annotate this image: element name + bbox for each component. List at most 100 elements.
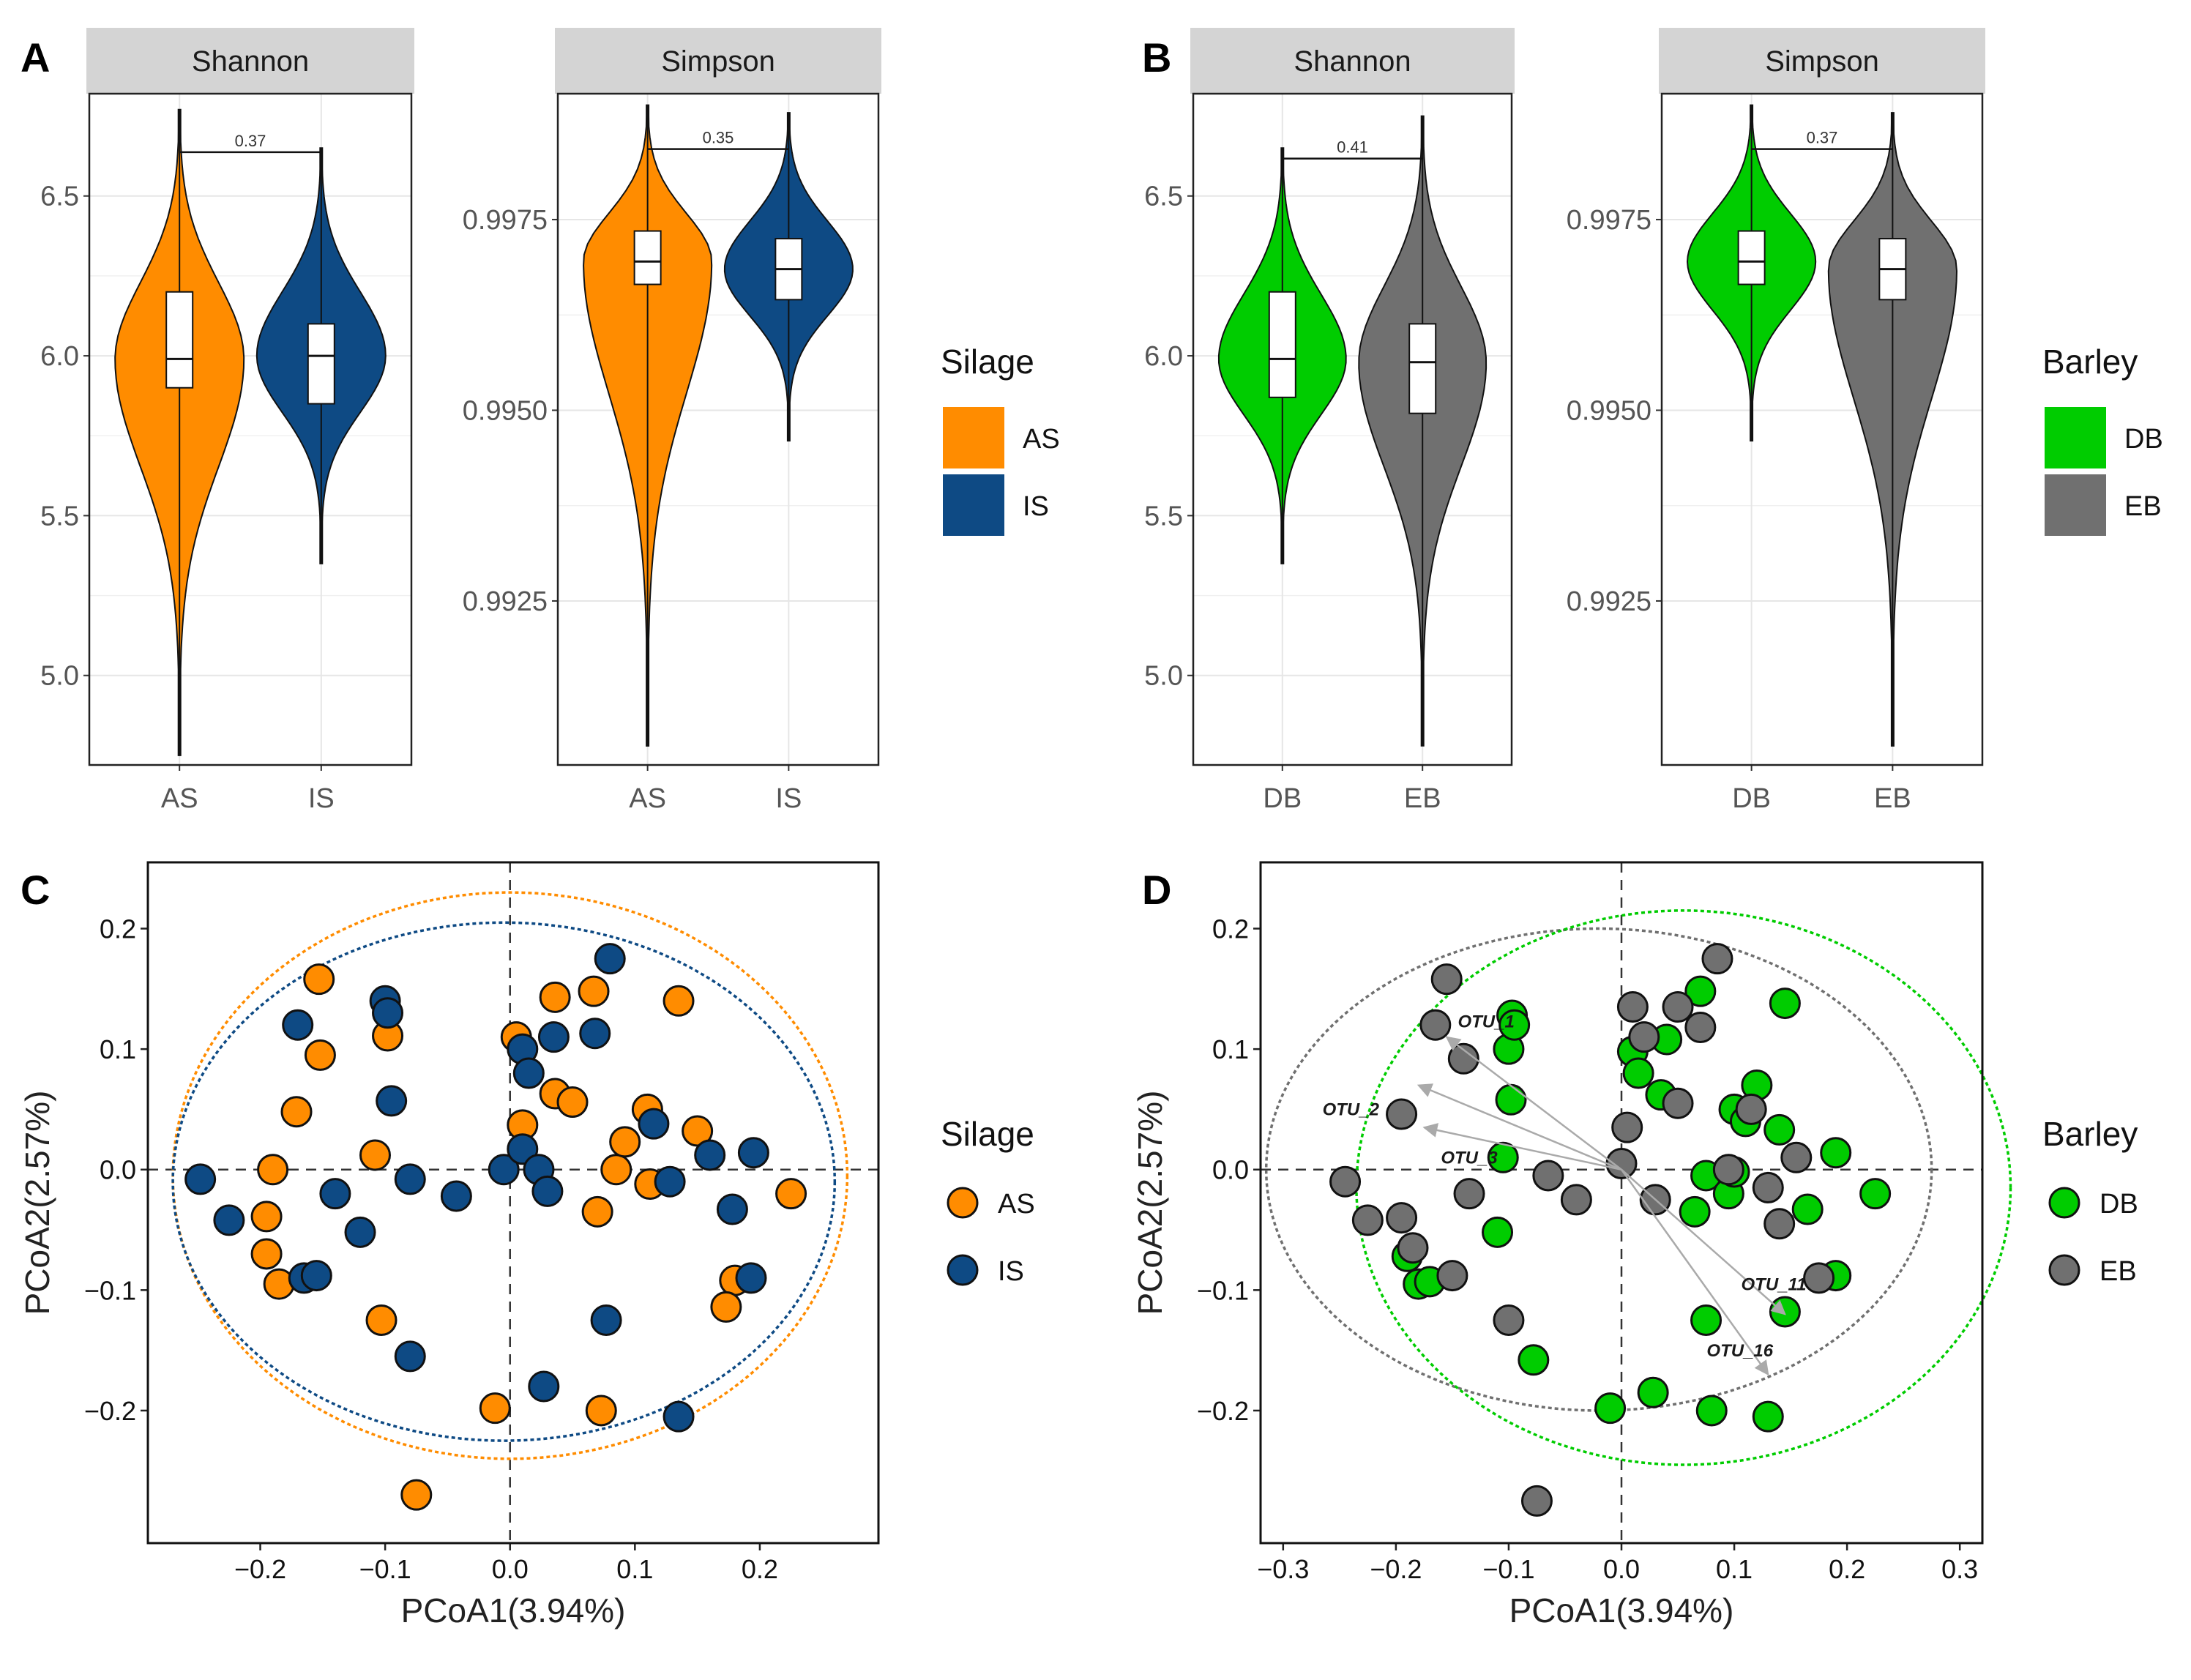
x-tick-label: 0.1: [616, 1554, 653, 1584]
point-IS: [594, 943, 626, 975]
point-EB: [1447, 1042, 1479, 1075]
y-tick-label: 6.0: [1144, 341, 1183, 372]
x-tick-label: −0.1: [359, 1554, 411, 1584]
legend-title: Barley: [2042, 343, 2138, 381]
y-tick-label: 5.0: [40, 661, 79, 692]
x-tick-label: −0.3: [1257, 1554, 1309, 1584]
facet-strip: [86, 28, 414, 94]
point-EB: [1752, 1171, 1784, 1203]
y-tick-label: 0.0: [1212, 1155, 1249, 1185]
point-IS: [512, 1057, 545, 1089]
point-DB: [1820, 1137, 1852, 1169]
point-EB: [1560, 1184, 1592, 1216]
y-tick-label: 5.5: [1144, 501, 1183, 531]
point-AS: [400, 1479, 433, 1511]
point-AS: [479, 1392, 511, 1425]
legend-label: IS: [998, 1256, 1024, 1287]
point-DB: [1495, 1083, 1527, 1116]
x-tick-label: DB: [1732, 783, 1771, 814]
point-AS: [578, 975, 610, 1007]
point-EB: [1763, 1208, 1796, 1240]
point-EB: [1803, 1262, 1835, 1294]
x-tick-label: DB: [1263, 783, 1302, 814]
y-tick-label: 5.5: [40, 501, 79, 531]
point-DB: [1690, 1304, 1722, 1336]
panel-border: [1192, 92, 1513, 766]
facet-label: Simpson: [661, 45, 775, 78]
facet-label: Shannon: [1294, 45, 1411, 78]
y-tick-label: 0.0: [100, 1155, 136, 1185]
y-tick-label: 0.1: [1212, 1034, 1249, 1064]
x-tick-label: EB: [1404, 783, 1441, 814]
legend-key-EB: [2043, 473, 2108, 537]
legend-label: DB: [2124, 424, 2163, 455]
point-AS: [365, 1304, 397, 1336]
point-EB: [1520, 1485, 1553, 1517]
legend-label: IS: [1023, 491, 1049, 522]
panel-label: D: [1142, 867, 1171, 913]
point-EB: [1662, 991, 1694, 1023]
point-EB: [1611, 1111, 1643, 1143]
x-axis-title: PCoA1(3.94%): [401, 1591, 626, 1629]
point-EB: [1386, 1098, 1418, 1130]
point-EB: [1493, 1304, 1525, 1336]
x-axis-title: PCoA1(3.94%): [1509, 1591, 1734, 1629]
x-tick-label: 0.1: [1716, 1554, 1753, 1584]
panel-border: [556, 92, 880, 766]
otu-label: OTU_3: [1441, 1149, 1498, 1168]
facet-label: Shannon: [192, 45, 309, 78]
point-IS: [716, 1193, 748, 1225]
panel-border: [1660, 92, 1984, 766]
y-tick-label: −0.2: [1197, 1396, 1249, 1426]
legend-title: Silage: [941, 343, 1034, 381]
legend-label: AS: [1023, 424, 1060, 455]
point-EB: [1419, 1009, 1452, 1041]
point-EB: [1735, 1093, 1767, 1125]
point-IS: [654, 1165, 686, 1198]
y-tick-label: −0.2: [84, 1396, 136, 1426]
point-IS: [638, 1108, 670, 1140]
legend-key-EB: [2048, 1254, 2080, 1286]
y-tick-label: 0.9950: [463, 395, 548, 426]
legend-key-DB: [2043, 406, 2108, 470]
point-IS: [694, 1139, 726, 1171]
point-IS: [372, 997, 404, 1029]
y-axis-title: PCoA2(2.57%): [1131, 1091, 1169, 1315]
panel-label: C: [20, 867, 50, 913]
x-tick-label: IS: [308, 783, 335, 814]
y-tick-label: 0.2: [1212, 914, 1249, 944]
facet-strip: [1659, 28, 1985, 94]
point-EB: [1662, 1087, 1694, 1119]
legend-label: AS: [998, 1189, 1035, 1220]
point-DB: [1498, 1009, 1531, 1041]
point-IS: [531, 1175, 564, 1207]
p-value-label: 0.41: [1337, 138, 1368, 157]
panel-border: [1259, 861, 1984, 1545]
point-IS: [394, 1340, 426, 1373]
point-EB: [1605, 1148, 1638, 1180]
panel-border: [88, 92, 413, 766]
point-IS: [737, 1137, 769, 1169]
y-tick-label: −0.1: [84, 1275, 136, 1305]
y-tick-label: 6.5: [40, 182, 79, 212]
y-tick-label: 0.9925: [463, 586, 548, 617]
point-IS: [213, 1204, 245, 1236]
point-AS: [585, 1395, 617, 1427]
point-IS: [344, 1216, 376, 1248]
loading-arrow: [1417, 1083, 1622, 1171]
x-tick-label: −0.2: [1370, 1554, 1422, 1584]
point-DB: [1622, 1057, 1654, 1089]
point-DB: [1684, 975, 1717, 1007]
box-AS: [633, 230, 662, 285]
x-tick-label: 0.3: [1941, 1554, 1978, 1584]
point-IS: [590, 1304, 622, 1336]
point-AS: [250, 1238, 283, 1270]
panel-label: A: [20, 34, 50, 81]
point-AS: [280, 1096, 313, 1128]
otu-label: OTU_16: [1706, 1341, 1773, 1361]
point-DB: [1769, 1296, 1801, 1328]
point-AS: [257, 1154, 289, 1186]
point-AS: [359, 1139, 391, 1171]
y-tick-label: 6.0: [40, 341, 79, 372]
point-EB: [1329, 1165, 1362, 1198]
